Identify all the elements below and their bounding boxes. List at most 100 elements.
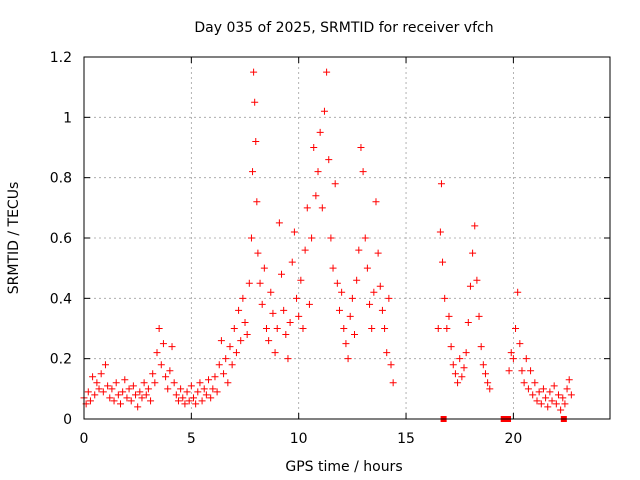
y-tick-label: 0 bbox=[63, 412, 72, 428]
data-point bbox=[151, 379, 159, 387]
data-point bbox=[205, 376, 213, 384]
data-point bbox=[348, 294, 356, 302]
data-point bbox=[258, 300, 266, 308]
data-point bbox=[454, 379, 462, 387]
data-point bbox=[475, 312, 483, 320]
data-point bbox=[95, 385, 103, 393]
data-point bbox=[320, 107, 328, 115]
data-point bbox=[86, 397, 94, 405]
data-point bbox=[308, 234, 316, 242]
data-point bbox=[282, 331, 290, 339]
data-point bbox=[273, 325, 281, 332]
data-point bbox=[162, 373, 170, 381]
data-point bbox=[318, 204, 326, 212]
data-point bbox=[110, 397, 118, 405]
data-point bbox=[310, 144, 318, 151]
data-point bbox=[301, 246, 309, 254]
data-point bbox=[312, 192, 320, 200]
data-point bbox=[473, 276, 481, 284]
data-point bbox=[297, 276, 305, 284]
data-point bbox=[514, 288, 522, 296]
data-point bbox=[338, 288, 346, 296]
data-point bbox=[469, 249, 477, 257]
data-point bbox=[241, 318, 249, 326]
data-point bbox=[116, 400, 124, 408]
data-point bbox=[374, 249, 382, 257]
data-point bbox=[303, 204, 311, 212]
data-point bbox=[299, 325, 307, 332]
data-point bbox=[516, 340, 524, 348]
data-point bbox=[333, 279, 341, 287]
data-point bbox=[194, 388, 202, 396]
data-point bbox=[471, 222, 479, 230]
data-point bbox=[164, 385, 172, 393]
y-axis-label: SRMTID / TECUs bbox=[6, 182, 22, 295]
data-point bbox=[144, 385, 152, 393]
data-point bbox=[168, 343, 176, 351]
data-point bbox=[355, 246, 363, 254]
data-point bbox=[316, 128, 324, 136]
data-point bbox=[439, 258, 447, 266]
data-point bbox=[149, 370, 157, 378]
data-point bbox=[269, 309, 277, 317]
data-point bbox=[275, 219, 283, 227]
data-point bbox=[104, 382, 112, 390]
data-point bbox=[215, 361, 223, 369]
data-point bbox=[366, 300, 374, 308]
data-point bbox=[323, 68, 331, 76]
data-point bbox=[542, 394, 550, 402]
data-point bbox=[462, 349, 470, 357]
data-point bbox=[286, 318, 294, 326]
data-point bbox=[477, 343, 485, 351]
data-point bbox=[361, 234, 369, 242]
data-point bbox=[546, 388, 554, 396]
data-point bbox=[121, 376, 129, 384]
data-point bbox=[183, 388, 191, 396]
data-point bbox=[537, 400, 545, 408]
data-point bbox=[189, 394, 197, 402]
x-tick-label: 15 bbox=[397, 431, 415, 447]
data-point bbox=[97, 370, 105, 378]
data-point bbox=[340, 325, 348, 332]
data-point bbox=[253, 198, 261, 206]
data-point bbox=[155, 325, 163, 332]
x-tick-label: 20 bbox=[504, 431, 522, 447]
data-point bbox=[170, 379, 178, 387]
data-point bbox=[99, 388, 107, 396]
data-point bbox=[280, 306, 288, 314]
data-point bbox=[437, 180, 445, 188]
data-point bbox=[441, 294, 449, 302]
data-point bbox=[363, 264, 371, 272]
data-point bbox=[351, 331, 359, 339]
x-tick-label: 0 bbox=[80, 431, 89, 447]
data-point bbox=[376, 282, 384, 290]
data-point bbox=[325, 156, 333, 164]
data-point bbox=[172, 391, 180, 399]
data-point bbox=[565, 376, 573, 384]
data-point bbox=[217, 337, 225, 345]
data-point bbox=[142, 391, 150, 399]
data-point bbox=[91, 391, 99, 399]
data-point bbox=[112, 379, 120, 387]
data-point bbox=[114, 391, 122, 399]
data-point bbox=[198, 397, 206, 405]
data-point bbox=[372, 198, 380, 206]
data-point bbox=[251, 98, 259, 106]
data-point bbox=[544, 403, 552, 411]
data-point bbox=[230, 325, 238, 332]
x-tick-label: 10 bbox=[290, 431, 308, 447]
data-point bbox=[451, 370, 459, 378]
data-point bbox=[267, 288, 275, 296]
data-point bbox=[342, 340, 350, 348]
data-point bbox=[159, 340, 167, 348]
data-point bbox=[196, 379, 204, 387]
data-point bbox=[434, 325, 442, 332]
data-point bbox=[329, 264, 337, 272]
data-point bbox=[552, 400, 560, 408]
data-point bbox=[522, 355, 530, 363]
data-point bbox=[157, 361, 165, 369]
data-point bbox=[101, 361, 109, 369]
data-point bbox=[288, 258, 296, 266]
data-point bbox=[527, 367, 535, 375]
data-point bbox=[295, 312, 303, 320]
